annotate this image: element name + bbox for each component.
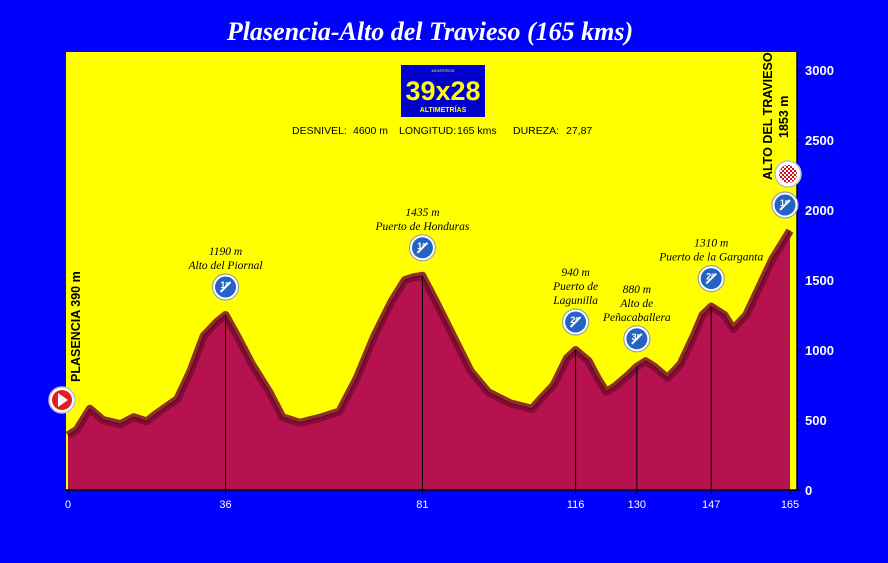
x-tick-label: 147 bbox=[702, 499, 720, 511]
badge-slope bbox=[416, 242, 429, 254]
start-label: PLASENCIA 390 m bbox=[69, 271, 83, 382]
y-tick-label: 2500 bbox=[805, 133, 834, 148]
x-tick-label: 165 bbox=[781, 499, 799, 511]
badge-slope bbox=[705, 272, 717, 285]
climb-category: 1ª bbox=[780, 198, 789, 208]
y-tick-label: 1000 bbox=[805, 343, 834, 358]
climb-badge-icon: 3ª bbox=[623, 325, 651, 353]
climb-name: Lagunilla bbox=[552, 295, 598, 307]
finish-label-line1: ALTO DEL TRAVIESO bbox=[761, 52, 775, 180]
climb-name: Alto del Piornal bbox=[187, 260, 262, 272]
desnivel-label: DESNIVEL: bbox=[292, 125, 347, 137]
logo-39x28: MONTEROS 39x28 ALTIMETRÍAS bbox=[399, 63, 487, 119]
climb-category: 1ª bbox=[417, 241, 426, 251]
longitud-label: LONGITUD: bbox=[399, 125, 456, 137]
climb-altitude: 1190 m bbox=[209, 246, 242, 258]
chart-title: Plasencia-Alto del Travieso (165 kms) bbox=[226, 17, 633, 46]
y-tick-label: 0 bbox=[805, 483, 812, 498]
summit-markers bbox=[225, 275, 712, 490]
climb-name: Puerto de Honduras bbox=[374, 221, 469, 233]
climb-badge-icon: 1ª bbox=[771, 191, 799, 219]
climb-category: 2ª bbox=[706, 272, 715, 282]
x-tick-label: 116 bbox=[567, 499, 585, 511]
climb-altitude: 1310 m bbox=[694, 238, 728, 250]
climb-name: Alto de bbox=[619, 298, 653, 310]
x-tick-label: 36 bbox=[219, 499, 231, 511]
x-axis: 0 36 81 116 130 147 165 bbox=[65, 489, 799, 511]
climb-badge-icon: 1ª bbox=[211, 273, 240, 301]
start-flag-icon bbox=[48, 386, 76, 414]
climb-altitude: 940 m bbox=[561, 267, 589, 279]
logo-sub-text: ALTIMETRÍAS bbox=[420, 105, 467, 114]
climb-altitude: 880 m bbox=[623, 284, 651, 296]
climb-annotations: 1ª 1190 m Alto del Piornal 1ª 1435 m Puerto d… bbox=[187, 191, 799, 353]
logo-main-text: 39x28 bbox=[405, 76, 480, 106]
logo-top-text: MONTEROS bbox=[431, 68, 454, 73]
badge-slope bbox=[219, 281, 232, 293]
x-tick-label: 81 bbox=[416, 499, 428, 511]
y-tick-label: 3000 bbox=[805, 63, 834, 78]
longitud-value: 165 kms bbox=[457, 125, 497, 137]
climb-badge-icon: 2ª bbox=[697, 265, 725, 293]
dureza-value: 27,87 bbox=[566, 125, 592, 137]
dureza-label: DUREZA: bbox=[513, 125, 559, 137]
y-tick-label: 500 bbox=[805, 413, 827, 428]
x-tick-label: 130 bbox=[628, 499, 646, 511]
finish-flag-icon bbox=[774, 160, 802, 188]
climb-category: 2ª bbox=[570, 315, 579, 325]
climb-name: Puerto de bbox=[552, 281, 598, 293]
climb-category: 3ª bbox=[632, 332, 641, 342]
climb-badge-icon: 2ª bbox=[561, 308, 590, 336]
climb-category: 1ª bbox=[220, 280, 229, 290]
elevation-profile bbox=[65, 228, 794, 490]
y-axis: 0 500 1000 1500 2000 2500 3000 bbox=[796, 52, 834, 498]
y-tick-label: 2000 bbox=[805, 203, 834, 218]
badge-slope bbox=[631, 333, 643, 345]
climb-badge-icon: 1ª bbox=[408, 234, 437, 262]
badge-slope bbox=[779, 199, 791, 211]
climb-altitude: 1435 m bbox=[405, 207, 439, 219]
y-tick-label: 1500 bbox=[805, 273, 834, 288]
stats-line: DESNIVEL: 4600 m LONGITUD: 165 kms DUREZ… bbox=[292, 125, 592, 137]
x-tick-label: 0 bbox=[65, 499, 71, 511]
climb-name: Puerto de la Garganta bbox=[658, 252, 763, 264]
profile-area bbox=[68, 230, 790, 490]
climb-name: Peñacaballera bbox=[602, 312, 671, 324]
desnivel-value: 4600 m bbox=[353, 125, 388, 137]
finish-label-line2: 1853 m bbox=[777, 96, 791, 138]
badge-slope bbox=[569, 316, 582, 328]
profile-line bbox=[67, 230, 791, 436]
